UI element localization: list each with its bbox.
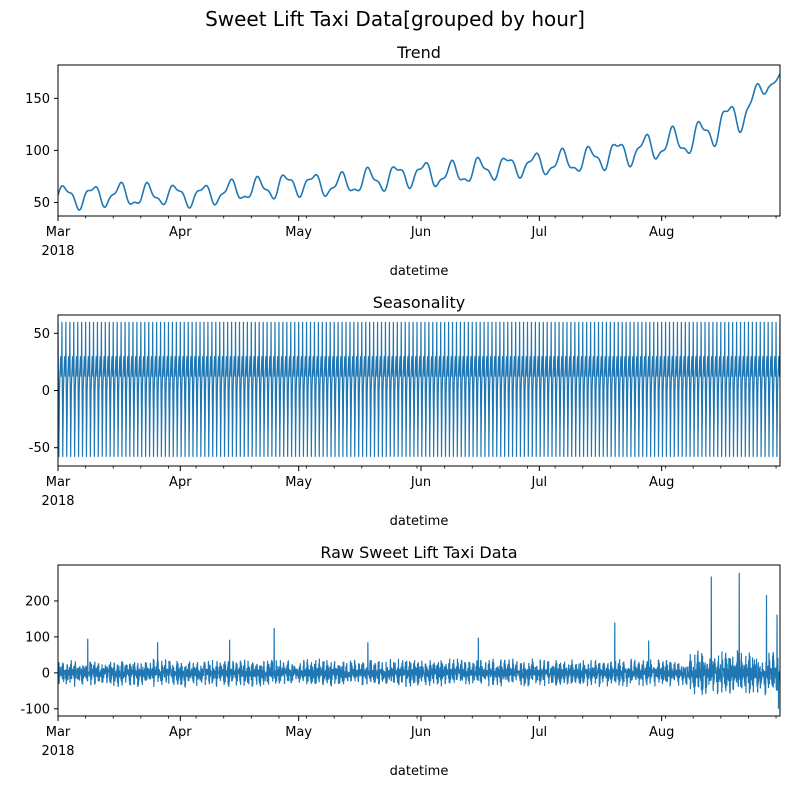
y-tick-label: 100 <box>25 144 50 159</box>
raw-ticks: -100 0 100 200 Mar Apr May Jun Jul Aug <box>20 594 777 740</box>
trend-series-line <box>58 73 780 211</box>
trend-xlabel: datetime <box>390 264 449 279</box>
panel-seasonality: Seasonality -50 0 50 Mar Apr May Jun Jul Aug 201… <box>29 293 781 529</box>
seasonality-xlabel: datetime <box>390 514 449 529</box>
y-tick-label: 100 <box>25 630 50 645</box>
x-tick-label: Jun <box>410 475 431 490</box>
trend-title: Trend <box>396 43 441 62</box>
x-tick-label: Mar <box>46 475 71 490</box>
y-tick-label: 50 <box>33 327 50 342</box>
figure-suptitle: Sweet Lift Taxi Data[grouped by hour] <box>205 7 585 31</box>
x-tick-label: Aug <box>649 225 674 240</box>
x-tick-label: Jun <box>410 725 431 740</box>
x-tick-label: May <box>285 725 312 740</box>
x-tick-label: May <box>285 475 312 490</box>
x-tick-label: Mar <box>46 725 71 740</box>
raw-xtick-year: 2018 <box>41 744 74 759</box>
seasonality-ticks: -50 0 50 Mar Apr May Jun Jul Aug <box>29 327 777 490</box>
trend-plot-area <box>58 73 780 211</box>
x-tick-label: Apr <box>169 725 192 740</box>
x-tick-label: Jul <box>530 725 547 740</box>
x-tick-label: Aug <box>649 725 674 740</box>
seasonality-xtick-year: 2018 <box>41 494 74 509</box>
raw-title: Raw Sweet Lift Taxi Data <box>320 543 517 562</box>
x-tick-label: Jun <box>410 225 431 240</box>
y-tick-label: 0 <box>42 384 50 399</box>
raw-plot-area <box>58 572 780 709</box>
raw-axes-frame <box>57 564 781 717</box>
x-tick-label: May <box>285 225 312 240</box>
y-tick-label: 150 <box>25 92 50 107</box>
panel-raw: Raw Sweet Lift Taxi Data -100 0 100 200 Mar A… <box>20 543 781 779</box>
raw-series-line <box>58 572 780 709</box>
x-tick-label: Jul <box>530 475 547 490</box>
x-tick-label: Mar <box>46 225 71 240</box>
y-tick-label: -100 <box>20 702 50 717</box>
seasonality-plot-area <box>58 321 780 457</box>
seasonality-title: Seasonality <box>373 293 466 312</box>
x-tick-label: Jul <box>530 225 547 240</box>
panel-trend: Trend 50 100 150 Mar Apr May Jun Jul Aug 2018 da… <box>25 43 781 279</box>
y-tick-label: 200 <box>25 594 50 609</box>
x-tick-label: Aug <box>649 475 674 490</box>
y-tick-label: 0 <box>42 666 50 681</box>
trend-xtick-year: 2018 <box>41 244 74 259</box>
raw-xlabel: datetime <box>390 764 449 779</box>
trend-axes-frame <box>57 64 781 217</box>
seasonality-series-line <box>58 321 780 457</box>
x-tick-label: Apr <box>169 225 192 240</box>
x-tick-label: Apr <box>169 475 192 490</box>
y-tick-label: 50 <box>33 196 50 211</box>
trend-ticks: 50 100 150 Mar Apr May Jun Jul Aug <box>25 92 777 240</box>
y-tick-label: -50 <box>29 441 50 456</box>
